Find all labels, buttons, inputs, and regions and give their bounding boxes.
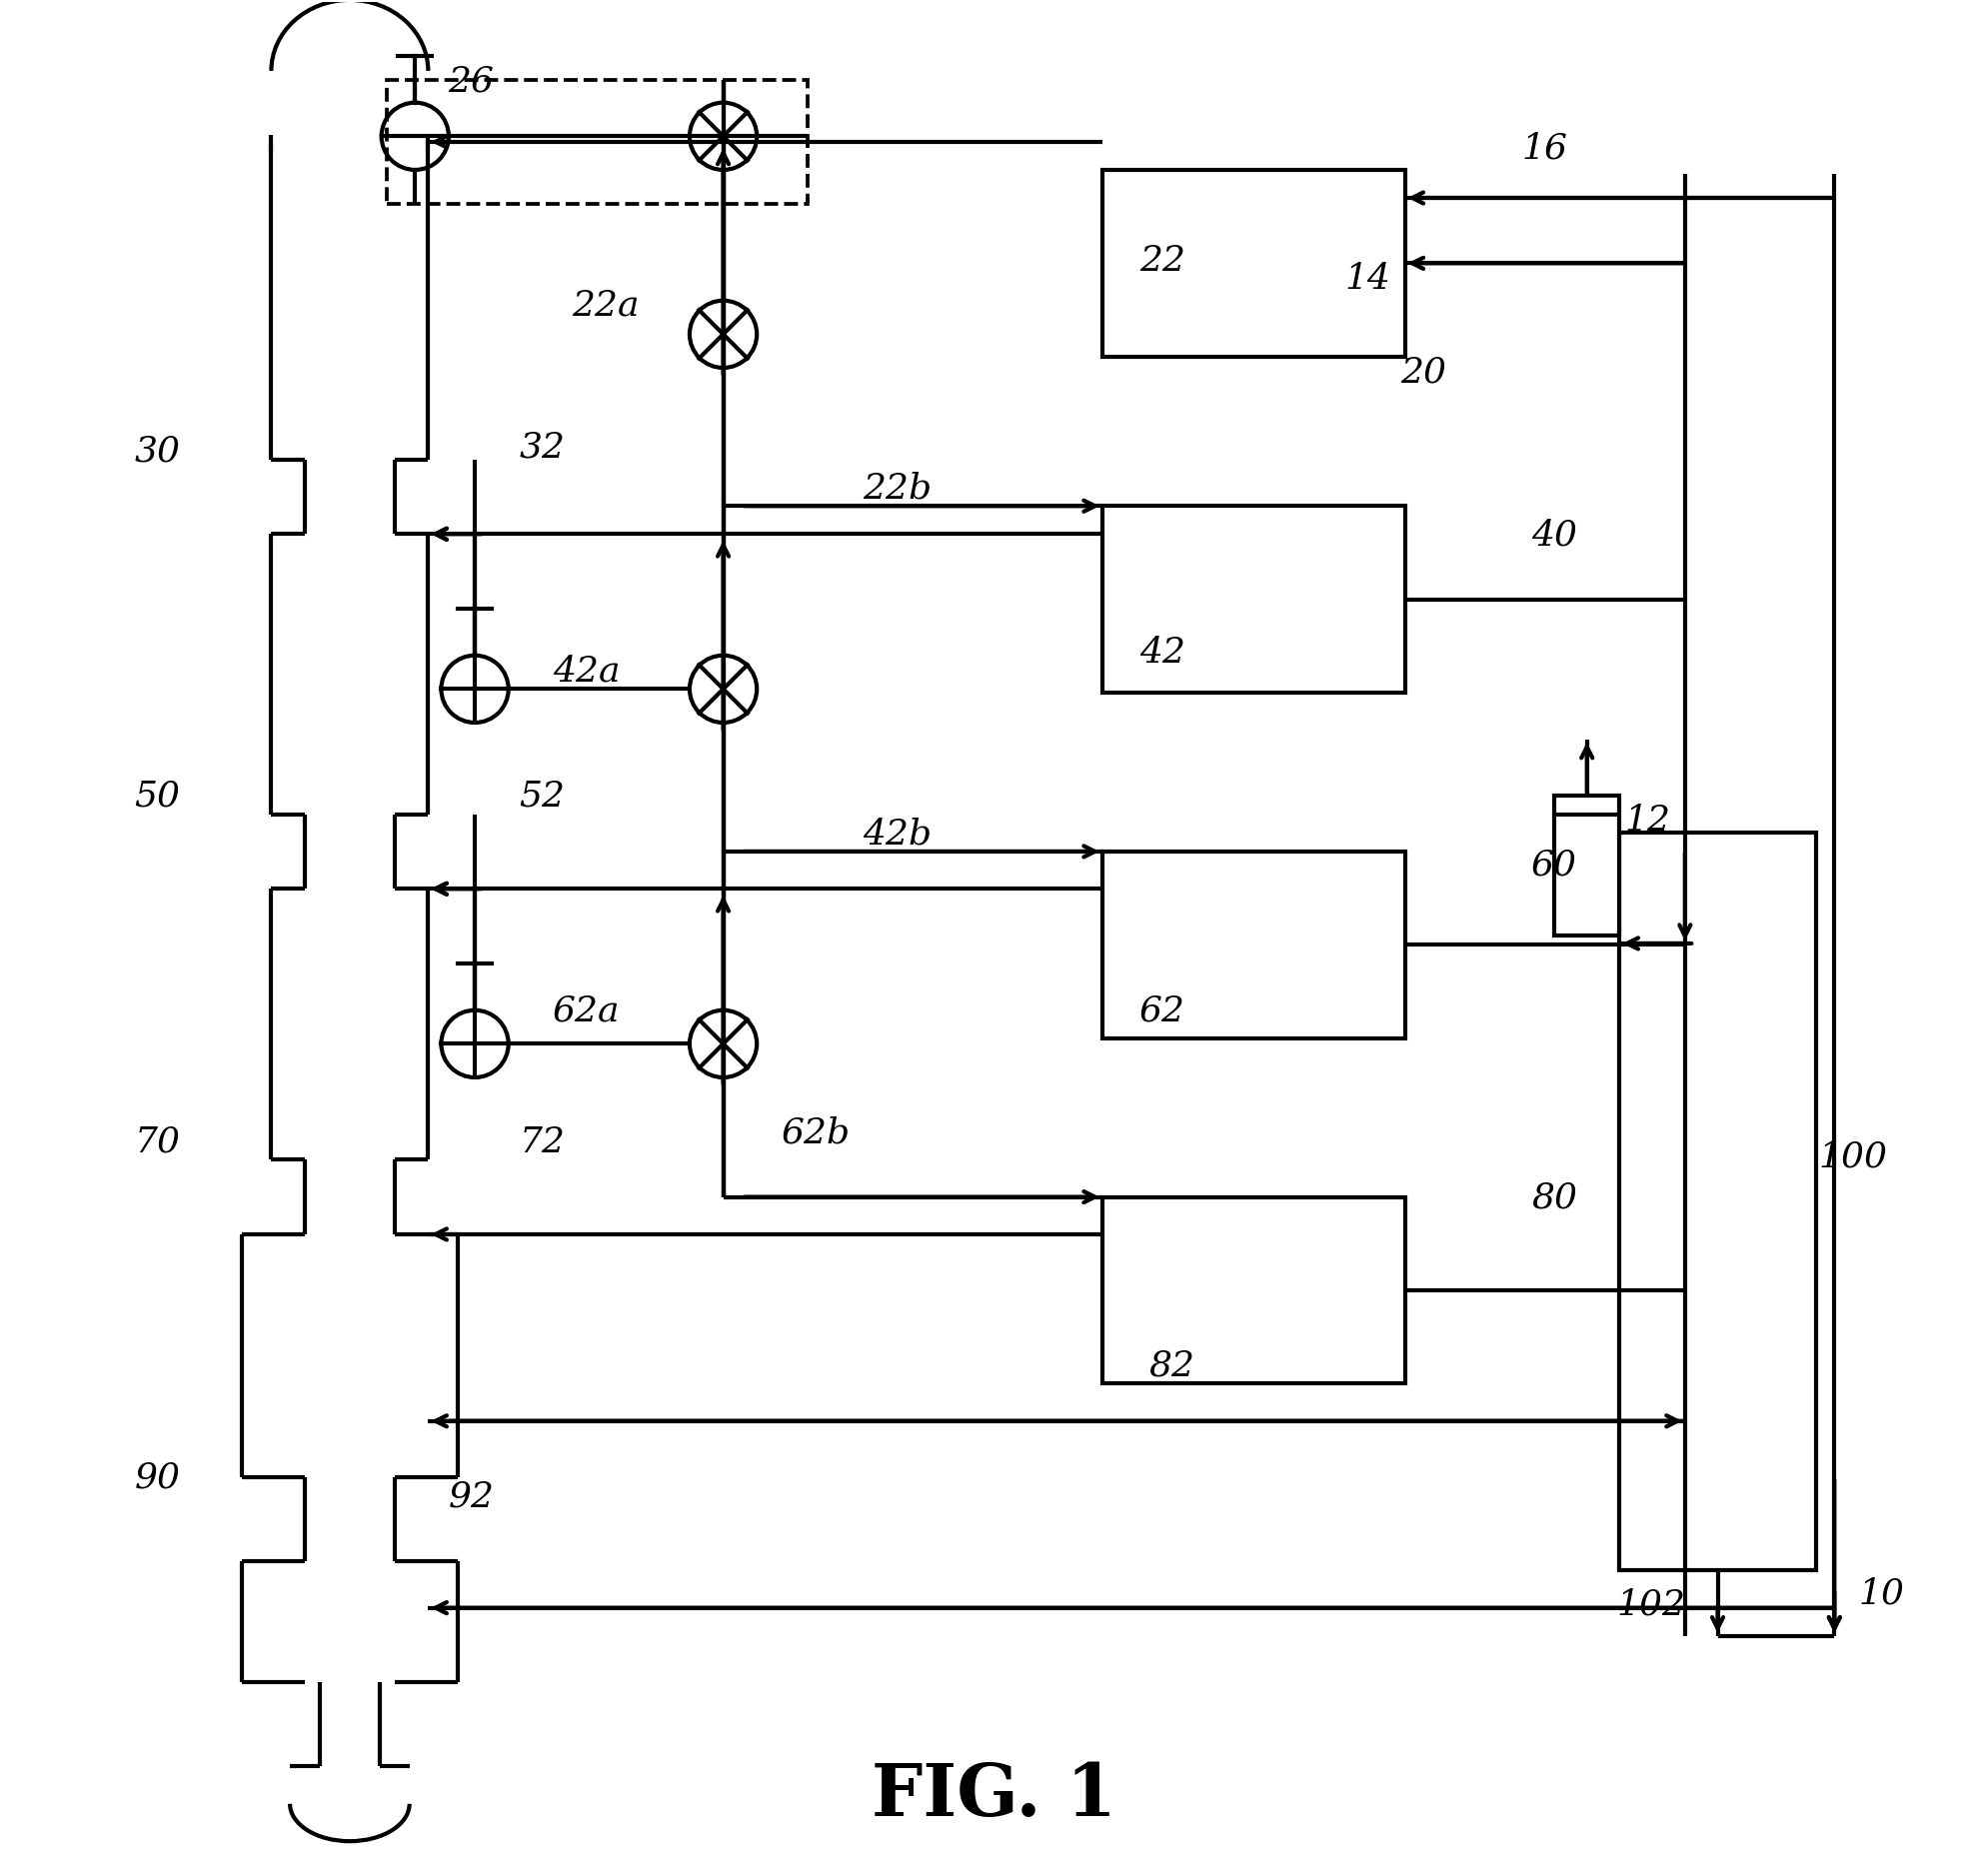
Text: 62b: 62b (781, 1116, 851, 1149)
Bar (1555, 796, 1620, 936)
Text: 42: 42 (1139, 635, 1185, 670)
Text: 82: 82 (1149, 1348, 1195, 1382)
Bar (1101, 852, 1406, 1039)
Bar (1101, 1198, 1406, 1383)
Text: 30: 30 (135, 434, 181, 468)
Text: 12: 12 (1624, 803, 1670, 837)
Text: 80: 80 (1531, 1181, 1576, 1215)
Text: 22a: 22a (573, 288, 640, 322)
Text: 32: 32 (519, 431, 565, 464)
Text: 52: 52 (519, 779, 565, 812)
Text: 22b: 22b (863, 472, 932, 505)
Text: 50: 50 (135, 779, 181, 812)
Text: 42b: 42b (863, 816, 932, 850)
Text: 10: 10 (1859, 1576, 1905, 1610)
Bar (1620, 833, 1815, 1571)
Text: FIG. 1: FIG. 1 (871, 1760, 1117, 1831)
Text: 90: 90 (135, 1460, 181, 1494)
Text: 102: 102 (1616, 1587, 1686, 1621)
Text: 62a: 62a (553, 994, 620, 1028)
Bar (1101, 170, 1406, 358)
Bar (388, 80, 807, 204)
Text: 14: 14 (1344, 262, 1390, 296)
Bar (1101, 507, 1406, 693)
Text: 100: 100 (1819, 1140, 1887, 1174)
Text: 42a: 42a (553, 653, 620, 687)
Text: 62: 62 (1139, 994, 1185, 1028)
Text: 92: 92 (447, 1479, 495, 1513)
Text: 26: 26 (447, 64, 495, 97)
Text: 20: 20 (1400, 356, 1447, 389)
Text: 22: 22 (1139, 243, 1185, 277)
Text: 16: 16 (1523, 131, 1569, 165)
Text: 60: 60 (1531, 848, 1576, 882)
Text: 40: 40 (1531, 519, 1576, 552)
Text: 70: 70 (135, 1125, 181, 1159)
Text: 72: 72 (519, 1125, 565, 1159)
